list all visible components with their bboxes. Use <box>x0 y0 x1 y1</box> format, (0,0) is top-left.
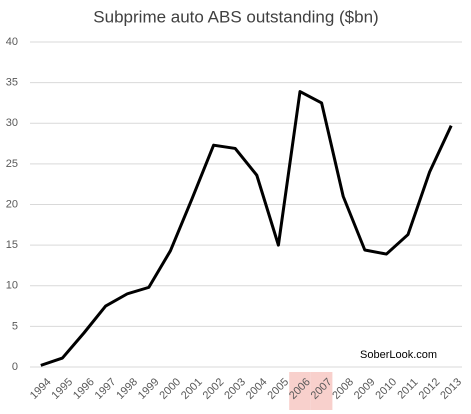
x-tick-label: 2013 <box>438 376 464 402</box>
y-tick-label: 40 <box>6 36 18 48</box>
x-tick-label: 1999 <box>136 376 162 402</box>
x-tick-label: 2005 <box>265 376 291 402</box>
highlight <box>310 372 333 410</box>
x-tick-label: 2008 <box>330 376 356 402</box>
x-tick-label: 1994 <box>28 376 54 402</box>
x-tick-label: 2009 <box>352 376 378 402</box>
x-tick-label: 2001 <box>179 376 205 402</box>
y-tick-label: 30 <box>6 117 18 129</box>
y-tick-label: 5 <box>12 320 18 332</box>
chart-title: Subprime auto ABS outstanding ($bn) <box>93 7 378 26</box>
y-tick-label: 15 <box>6 239 18 251</box>
x-tick-label: 1997 <box>93 376 119 402</box>
x-tick-label: 2004 <box>244 376 270 402</box>
y-tick-label: 10 <box>6 280 18 292</box>
x-tick-label: 2000 <box>157 376 183 402</box>
x-tick-label: 2011 <box>395 376 420 401</box>
x-tick-label: 1995 <box>49 376 75 402</box>
annotation: SoberLook.com <box>360 349 437 361</box>
x-tick-label: 2003 <box>222 376 248 402</box>
y-tick-label: 0 <box>12 361 18 373</box>
x-tick-label: 1998 <box>114 376 140 402</box>
y-tick-label: 25 <box>6 158 18 170</box>
x-tick-label: 2012 <box>417 376 443 402</box>
x-tick-label: 1996 <box>71 376 97 402</box>
y-tick-label: 35 <box>6 77 18 89</box>
x-tick-label: 2002 <box>201 376 227 402</box>
line <box>40 90 453 367</box>
y-tick-label: 20 <box>6 198 18 210</box>
x-tick-label: 2010 <box>373 376 399 402</box>
highlight <box>289 372 311 410</box>
